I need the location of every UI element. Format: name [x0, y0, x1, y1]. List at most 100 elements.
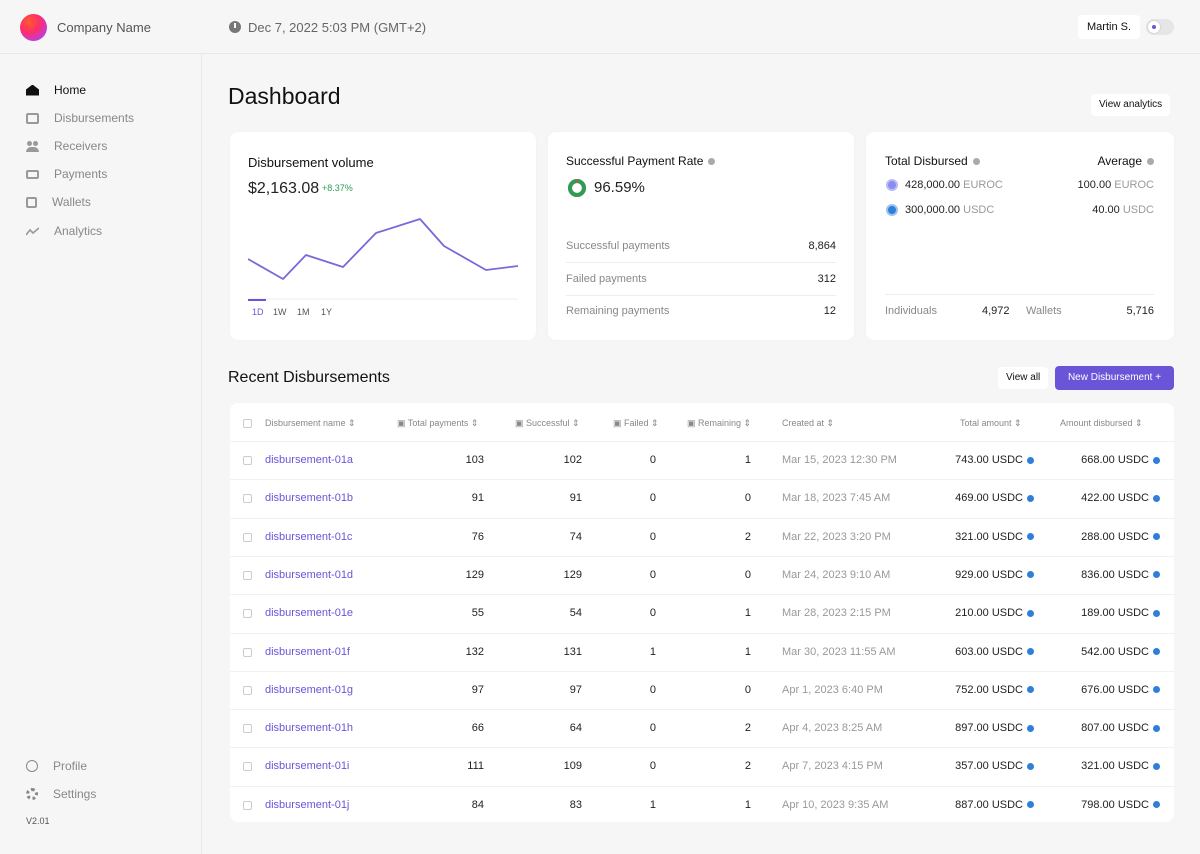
sidebar-item-payments[interactable]: Payments: [26, 164, 107, 184]
stat-label: Successful payments: [566, 240, 670, 252]
table-row[interactable]: disbursement-01a 103 102 0 1 Mar 15, 2023 12:…: [230, 441, 1174, 479]
range-tab-1m[interactable]: 1M: [297, 307, 310, 317]
usdc-icon: [1027, 762, 1034, 770]
user-menu-button[interactable]: Martin S.: [1078, 15, 1141, 39]
column-header-total-payments[interactable]: ▣ Total payments ⇕: [397, 418, 479, 428]
column-header-created[interactable]: Created at ⇕: [782, 418, 835, 428]
range-tab-1y[interactable]: 1Y: [321, 307, 333, 317]
cell-remaining: 1: [744, 645, 751, 658]
usdc-icon: [1027, 571, 1034, 579]
row-checkbox[interactable]: [243, 800, 252, 810]
column-label: Total amount: [960, 418, 1012, 428]
column-header-successful[interactable]: ▣ Successful ⇕: [515, 418, 580, 428]
row-checkbox[interactable]: [243, 762, 252, 772]
cell-amount-disbursed: 189.00 USDC: [1081, 607, 1160, 619]
table-row[interactable]: disbursement-01e 55 54 0 1 Mar 28, 2023 2:15 …: [230, 594, 1174, 632]
column-header-failed[interactable]: ▣ Failed ⇕: [613, 418, 659, 428]
usdc-icon: [1153, 648, 1160, 656]
cell-total: 84: [471, 798, 484, 811]
cell-remaining: 0: [744, 568, 751, 581]
cell-created: Apr 4, 2023 8:25 AM: [782, 722, 883, 735]
cell-total-amount: 210.00 USDC: [955, 607, 1034, 619]
cell-successful: 83: [569, 798, 582, 811]
disbursement-name-link[interactable]: disbursement-01g: [265, 683, 354, 696]
row-checkbox[interactable]: [243, 647, 252, 657]
row-checkbox[interactable]: [243, 456, 252, 465]
disbursement-name-link[interactable]: disbursement-01a: [265, 454, 354, 466]
view-all-button[interactable]: View all: [998, 367, 1049, 389]
usdc-icon: [1027, 724, 1034, 732]
row-checkbox[interactable]: [243, 570, 252, 580]
sidebar-item-settings[interactable]: Settings: [26, 784, 96, 804]
volume-delta: +8.37%: [322, 183, 353, 193]
info-icon[interactable]: [972, 158, 980, 166]
table-row[interactable]: disbursement-01c 76 74 0 2 Mar 22, 2023 3:20 …: [230, 517, 1174, 556]
top-bar: Company Name Dec 7, 2022 5:03 PM (GMT+2)…: [0, 0, 1200, 54]
disbursement-name-link[interactable]: disbursement-01e: [265, 607, 354, 620]
company-logo[interactable]: [20, 14, 47, 41]
disbursement-name-link[interactable]: disbursement-01f: [265, 645, 350, 658]
column-header-total-amount[interactable]: Total amount ⇕: [960, 418, 1022, 428]
view-analytics-button[interactable]: View analytics: [1091, 94, 1171, 116]
row-checkbox[interactable]: [243, 494, 252, 504]
cell-total-amount: 743.00 USDC: [955, 454, 1034, 466]
disbursement-name-link[interactable]: disbursement-01d: [265, 568, 354, 581]
table-row[interactable]: disbursement-01i 111 109 0 2 Apr 7, 2023 4:15…: [230, 747, 1174, 785]
select-all-checkbox[interactable]: [243, 419, 252, 428]
cell-total: 111: [467, 760, 484, 773]
cell-created: Apr 10, 2023 9:35 AM: [782, 798, 889, 811]
sidebar-item-wallets[interactable]: Wallets: [26, 192, 91, 212]
cell-failed: 0: [649, 722, 656, 735]
usdc-icon: [1153, 801, 1160, 809]
cell-successful: 97: [569, 683, 582, 696]
table-row[interactable]: disbursement-01g 97 97 0 0 Apr 1, 2023 6:40 P…: [230, 670, 1174, 709]
value: 357.00 USDC: [955, 760, 1023, 773]
column-header-amount-disbursed[interactable]: Amount disbursed ⇕: [1060, 418, 1143, 428]
value: 676.00 USDC: [1081, 683, 1149, 696]
range-tab-1d[interactable]: 1D: [252, 307, 264, 317]
volume-series-line: [248, 218, 518, 280]
theme-toggle[interactable]: [1146, 19, 1174, 35]
cell-created: Mar 15, 2023 12:30 PM: [782, 454, 897, 466]
sidebar-item-receivers[interactable]: Receivers: [26, 136, 107, 156]
sidebar-item-label: Wallets: [52, 195, 91, 209]
new-disbursement-button[interactable]: New Disbursement +: [1055, 366, 1174, 390]
info-icon[interactable]: [1147, 158, 1154, 166]
value: 929.00 USDC: [955, 568, 1023, 581]
cell-total: 132: [465, 645, 484, 658]
analytics-icon: [26, 226, 39, 235]
disbursement-name-link[interactable]: disbursement-01i: [265, 760, 350, 773]
table-row[interactable]: disbursement-01h 66 64 0 2 Apr 4, 2023 8:25 A…: [230, 709, 1174, 747]
range-tab-1w[interactable]: 1W: [273, 307, 287, 317]
usdc-icon: [1153, 686, 1160, 694]
sidebar-item-profile[interactable]: Profile: [26, 756, 87, 776]
table-row[interactable]: disbursement-01j 84 83 1 1 Apr 10, 2023 9:35 …: [230, 785, 1174, 824]
table-row[interactable]: disbursement-01f 132 131 1 1 Mar 30, 2023 11:…: [230, 632, 1174, 671]
wallets-value: 5,716: [1126, 305, 1154, 317]
home-icon: [26, 84, 39, 96]
cell-amount-disbursed: 676.00 USDC: [1081, 684, 1160, 696]
disbursement-name-link[interactable]: disbursement-01c: [265, 530, 353, 543]
table-row[interactable]: disbursement-01d 129 129 0 0 Mar 24, 2023 9:1…: [230, 555, 1174, 594]
disbursement-name-link[interactable]: disbursement-01j: [265, 798, 350, 811]
sidebar-item-label: Receivers: [54, 139, 108, 153]
sidebar-item-analytics[interactable]: Analytics: [26, 221, 102, 241]
row-checkbox[interactable]: [243, 724, 252, 734]
usdc-icon: [1153, 456, 1160, 464]
disbursement-name-link[interactable]: disbursement-01h: [265, 722, 354, 735]
column-header-remaining[interactable]: ▣ Remaining ⇕: [687, 418, 752, 428]
info-icon[interactable]: [708, 158, 716, 166]
cell-remaining: 0: [744, 683, 751, 696]
row-checkbox[interactable]: [243, 532, 252, 542]
usdc-icon: [1153, 571, 1160, 579]
row-checkbox[interactable]: [243, 685, 252, 695]
value: 603.00 USDC: [955, 645, 1023, 658]
sidebar-item-home[interactable]: Home: [26, 80, 86, 100]
sidebar-item-disbursements[interactable]: Disbursements: [26, 108, 134, 128]
row-checkbox[interactable]: [243, 609, 252, 619]
table-row[interactable]: disbursement-01b 91 91 0 0 Mar 18, 2023 7:45 …: [230, 479, 1174, 517]
column-header-name[interactable]: Disbursement name ⇕: [265, 418, 356, 428]
usdc-icon: [1153, 724, 1160, 732]
disbursement-name-link[interactable]: disbursement-01b: [265, 492, 354, 505]
cell-failed: 0: [649, 760, 656, 773]
